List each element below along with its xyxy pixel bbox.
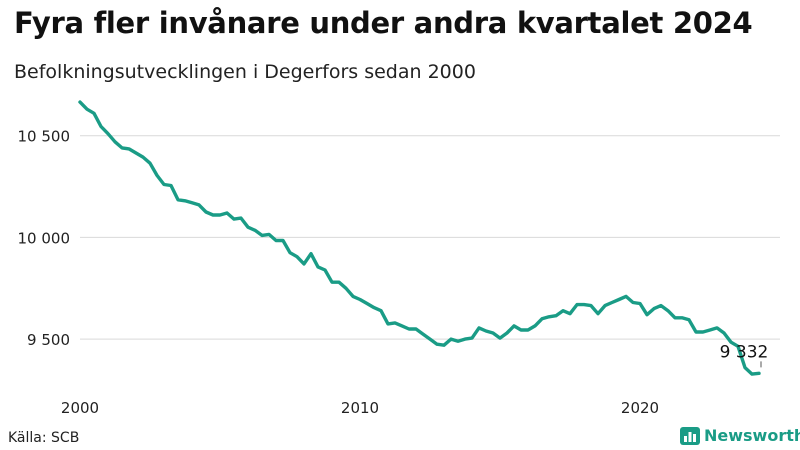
- series-line: [78, 100, 761, 376]
- x-axis-tick-labels: 2000 2010 2020: [61, 399, 659, 417]
- brand-logo: Newsworthy: [680, 426, 800, 445]
- x-tick-label: 2020: [621, 399, 659, 417]
- chart-title: Fyra fler invånare under andra kvartalet…: [14, 6, 753, 40]
- x-tick-label: 2000: [61, 399, 99, 417]
- y-tick-label: 9 500: [27, 331, 70, 349]
- y-tick-label: 10 000: [18, 229, 71, 247]
- y-axis-tick-labels: 9 500 10 000 10 500: [18, 128, 71, 349]
- source-note: Källa: SCB: [8, 430, 80, 446]
- last-value-label: 9 332: [720, 342, 769, 362]
- x-tick-label: 2010: [341, 399, 379, 417]
- line-chart: 9 500 10 000 10 500 2000 2010 2020 9 332: [18, 100, 780, 417]
- y-tick-label: 10 500: [18, 128, 71, 146]
- bar-chart-icon: [680, 426, 700, 445]
- grid-lines: [80, 135, 780, 340]
- chart-subtitle: Befolkningsutvecklingen i Degerfors seda…: [14, 61, 476, 83]
- brand-name: Newsworthy: [704, 426, 800, 445]
